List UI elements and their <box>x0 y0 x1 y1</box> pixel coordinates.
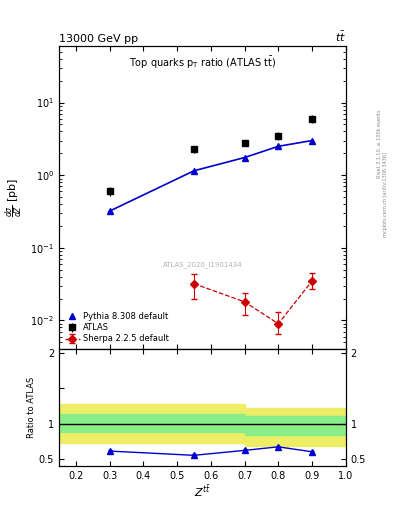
Text: Top quarks $\mathrm{p_T}$ ratio (ATLAS t$\mathrm{\bar{t}}$): Top quarks $\mathrm{p_T}$ ratio (ATLAS t… <box>129 55 276 71</box>
Y-axis label: $\frac{d\sigma}{dZ}$ [pb]: $\frac{d\sigma}{dZ}$ [pb] <box>3 178 25 217</box>
Pythia 8.308 default <box>192 168 196 174</box>
Pythia 8.308 default <box>310 138 314 144</box>
Text: Rivet 3.1.10, ≥ 100k events: Rivet 3.1.10, ≥ 100k events <box>377 109 382 178</box>
Y-axis label: Ratio to ATLAS: Ratio to ATLAS <box>27 377 36 438</box>
Pythia 8.308 default <box>276 143 281 150</box>
Legend: Pythia 8.308 default, ATLAS, Sherpa 2.2.5 default: Pythia 8.308 default, ATLAS, Sherpa 2.2.… <box>63 311 171 345</box>
Line: Pythia 8.308 default: Pythia 8.308 default <box>106 137 316 215</box>
Text: mcplots.cern.ch [arXiv:1306.3436]: mcplots.cern.ch [arXiv:1306.3436] <box>384 152 388 237</box>
Pythia 8.308 default <box>242 155 247 161</box>
X-axis label: $Z^{t\bar{t}}$: $Z^{t\bar{t}}$ <box>194 483 211 499</box>
Text: $t\bar{t}$: $t\bar{t}$ <box>335 30 346 44</box>
Text: 13000 GeV pp: 13000 GeV pp <box>59 34 138 44</box>
Pythia 8.308 default <box>107 208 112 214</box>
Text: ATLAS_2020_I1901434: ATLAS_2020_I1901434 <box>163 261 242 268</box>
